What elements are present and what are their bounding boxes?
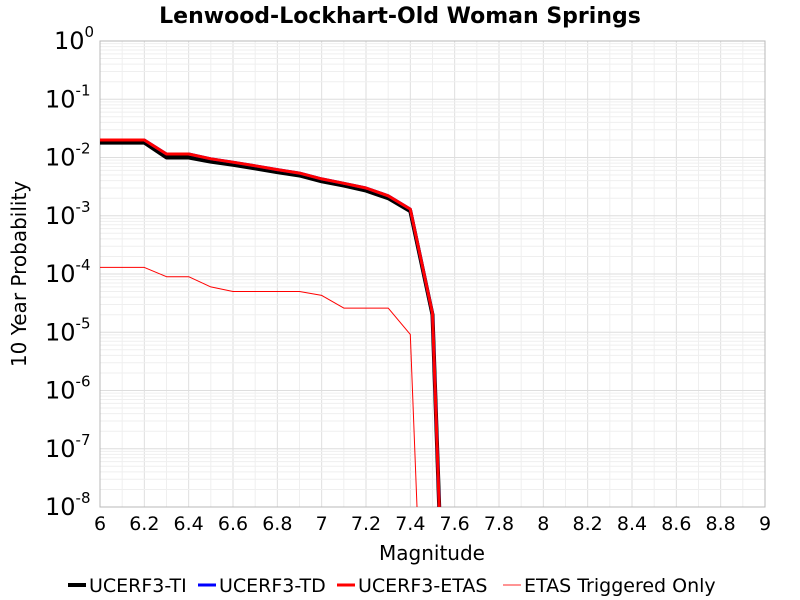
legend: UCERF3-TI UCERF3-TD UCERF3-ETAS ETAS Trigge… bbox=[68, 575, 716, 597]
x-tick-label: 6.2 bbox=[129, 513, 159, 535]
x-axis-label: Magnitude bbox=[379, 541, 485, 565]
x-tick-label: 7 bbox=[316, 513, 328, 535]
series-line-etas-triggered-only bbox=[100, 266, 418, 507]
y-tick-label: 10-5 bbox=[45, 314, 91, 346]
plot-area-frame bbox=[99, 40, 766, 508]
legend-label: UCERF3-TI bbox=[89, 575, 187, 597]
y-tick-label: 10-6 bbox=[45, 373, 91, 405]
x-tick-label: 6.6 bbox=[218, 513, 248, 535]
chart-title: Lenwood-Lockhart-Old Woman Springs bbox=[159, 4, 641, 29]
grid bbox=[99, 41, 766, 508]
y-tick-label: 100 bbox=[54, 23, 94, 55]
series-layer bbox=[100, 138, 442, 507]
y-tick-label: 10-1 bbox=[45, 81, 91, 113]
legend-label: UCERF3-ETAS bbox=[358, 575, 487, 597]
x-tick-label: 6.4 bbox=[174, 513, 204, 535]
x-tick-label: 8.2 bbox=[573, 513, 603, 535]
x-tick-labels: 6 6.2 6.4 6.6 6.8 7 7.2 7.4 7.6 7.8 8 8.2 8.4 8.6 8.8 9 bbox=[94, 513, 771, 535]
y-tick-label: 10-4 bbox=[45, 256, 91, 288]
x-tick-label: 6 bbox=[94, 513, 106, 535]
y-tick-label: 10-8 bbox=[45, 489, 91, 521]
series-line-ucerf3-etas bbox=[100, 138, 441, 507]
y-tick-label: 10-7 bbox=[45, 431, 91, 463]
y-tick-label: 10-3 bbox=[45, 198, 91, 230]
x-tick-label: 7.4 bbox=[395, 513, 425, 535]
x-tick-label: 7.2 bbox=[351, 513, 381, 535]
legend-label: UCERF3-TD bbox=[219, 575, 326, 597]
x-tick-label: 6.8 bbox=[262, 513, 292, 535]
y-tick-label: 10-2 bbox=[45, 140, 91, 172]
x-tick-label: 7.8 bbox=[484, 513, 514, 535]
x-tick-label: 7.6 bbox=[440, 513, 470, 535]
legend-label: ETAS Triggered Only bbox=[524, 575, 716, 597]
x-tick-label: 8.4 bbox=[617, 513, 647, 535]
x-tick-label: 9 bbox=[759, 513, 771, 535]
x-tick-label: 8.8 bbox=[706, 513, 736, 535]
x-tick-label: 8 bbox=[537, 513, 549, 535]
y-tick-labels: 100 10-1 10-2 10-3 10-4 10-5 10-6 10-7 10-8 bbox=[45, 23, 94, 521]
y-axis-label: 10 Year Probability bbox=[7, 181, 31, 367]
series-line-ucerf3-ti bbox=[100, 140, 442, 507]
x-tick-label: 8.6 bbox=[661, 513, 691, 535]
